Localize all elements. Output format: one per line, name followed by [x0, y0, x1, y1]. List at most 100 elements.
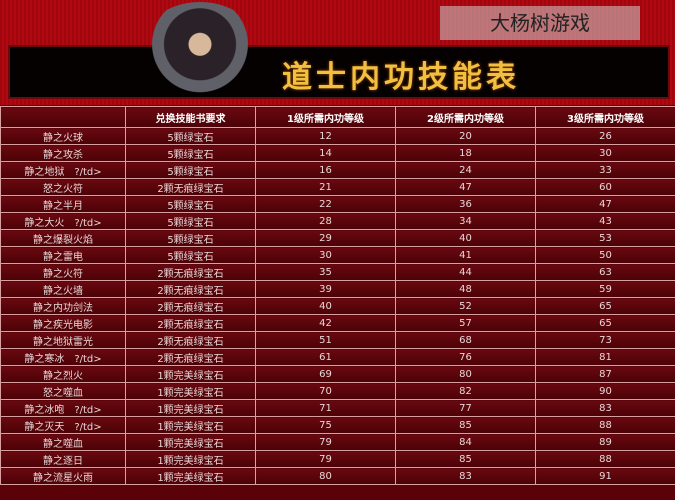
- table-row: 怒之噬血 1颗完美绿宝石 70 82 90: [0, 382, 675, 400]
- skill-name-cell: 静之流星火雨: [0, 467, 126, 485]
- table-cell: 60: [535, 178, 675, 196]
- table-row: 静之火墙 2颗无痕绿宝石 39 48 59: [0, 280, 675, 298]
- table-cell: 80: [395, 365, 536, 383]
- table-cell: 1颗完美绿宝石: [125, 365, 256, 383]
- table-cell: 52: [395, 297, 536, 315]
- column-header: [0, 106, 126, 128]
- table-cell: 51: [255, 331, 396, 349]
- taoist-portrait: [140, 2, 260, 96]
- table-cell: 71: [255, 399, 396, 417]
- table-row: 怒之火符 2颗无痕绿宝石 21 47 60: [0, 178, 675, 196]
- table-cell: 44: [395, 263, 536, 281]
- table-cell: 2颗无痕绿宝石: [125, 348, 256, 366]
- table-cell: 41: [395, 246, 536, 264]
- skill-name-cell: 静之逐日: [0, 450, 126, 468]
- skill-name-cell: 静之雷电: [0, 246, 126, 264]
- table-row: 静之噬血 1颗完美绿宝石 79 84 89: [0, 433, 675, 451]
- table-row: 静之半月 5颗绿宝石 22 36 47: [0, 195, 675, 213]
- table-cell: 34: [395, 212, 536, 230]
- table-cell: 36: [395, 195, 536, 213]
- table-cell: 81: [535, 348, 675, 366]
- table-row: 静之内功剑法 2颗无痕绿宝石 40 52 65: [0, 297, 675, 315]
- skill-name-cell: 静之火符: [0, 263, 126, 281]
- table-cell: 1颗完美绿宝石: [125, 416, 256, 434]
- table-cell: 40: [395, 229, 536, 247]
- table-cell: 1颗完美绿宝石: [125, 467, 256, 485]
- table-cell: 89: [535, 433, 675, 451]
- skill-name-cell: 静之噬血: [0, 433, 126, 451]
- skill-name-cell: 静之疾光电影: [0, 314, 126, 332]
- table-cell: 12: [255, 127, 396, 145]
- table-cell: 84: [395, 433, 536, 451]
- table-cell: 91: [535, 467, 675, 485]
- skill-name-cell: 静之火球: [0, 127, 126, 145]
- table-header: 兑换技能书要求 1级所需内功等级 2级所需内功等级 3级所需内功等级: [0, 106, 675, 128]
- table-row: 静之攻杀 5颗绿宝石 14 18 30: [0, 144, 675, 162]
- table-cell: 2颗无痕绿宝石: [125, 314, 256, 332]
- table-cell: 14: [255, 144, 396, 162]
- table-cell: 2颗无痕绿宝石: [125, 178, 256, 196]
- table-cell: 2颗无痕绿宝石: [125, 280, 256, 298]
- table-cell: 1颗完美绿宝石: [125, 433, 256, 451]
- skill-name-cell: 静之冰咆 ?/td>: [0, 399, 126, 417]
- skill-name-cell: 怒之噬血: [0, 382, 126, 400]
- table-cell: 79: [255, 450, 396, 468]
- table-cell: 88: [535, 450, 675, 468]
- table-cell: 88: [535, 416, 675, 434]
- table-cell: 24: [395, 161, 536, 179]
- table-cell: 28: [255, 212, 396, 230]
- column-header: 1级所需内功等级: [255, 106, 396, 128]
- table-cell: 1颗完美绿宝石: [125, 399, 256, 417]
- table-row: 静之冰咆 ?/td> 1颗完美绿宝石 71 77 83: [0, 399, 675, 417]
- table-cell: 5颗绿宝石: [125, 212, 256, 230]
- table-cell: 30: [255, 246, 396, 264]
- skill-name-cell: 静之寒冰 ?/td>: [0, 348, 126, 366]
- table-cell: 85: [395, 450, 536, 468]
- table-cell: 57: [395, 314, 536, 332]
- table-cell: 21: [255, 178, 396, 196]
- skill-name-cell: 静之地狱 ?/td>: [0, 161, 126, 179]
- table-cell: 16: [255, 161, 396, 179]
- table-cell: 5颗绿宝石: [125, 127, 256, 145]
- table-cell: 2颗无痕绿宝石: [125, 297, 256, 315]
- table-cell: 43: [535, 212, 675, 230]
- table-cell: 22: [255, 195, 396, 213]
- skill-name-cell: 静之灭天 ?/td>: [0, 416, 126, 434]
- table-cell: 26: [535, 127, 675, 145]
- table-cell: 69: [255, 365, 396, 383]
- table-cell: 30: [535, 144, 675, 162]
- skill-name-cell: 怒之火符: [0, 178, 126, 196]
- table-row: 静之爆裂火焰 5颗绿宝石 29 40 53: [0, 229, 675, 247]
- table-cell: 59: [535, 280, 675, 298]
- table-cell: 2颗无痕绿宝石: [125, 263, 256, 281]
- table-cell: 47: [535, 195, 675, 213]
- skill-name-cell: 静之内功剑法: [0, 297, 126, 315]
- table-cell: 50: [535, 246, 675, 264]
- table-cell: 65: [535, 297, 675, 315]
- table-row: 静之流星火雨 1颗完美绿宝石 80 83 91: [0, 467, 675, 485]
- table-row: 静之疾光电影 2颗无痕绿宝石 42 57 65: [0, 314, 675, 332]
- table-row: 静之烈火 1颗完美绿宝石 69 80 87: [0, 365, 675, 383]
- title-bar: [8, 45, 670, 99]
- table-cell: 70: [255, 382, 396, 400]
- table-row: 静之灭天 ?/td> 1颗完美绿宝石 75 85 88: [0, 416, 675, 434]
- table-row: 静之逐日 1颗完美绿宝石 79 85 88: [0, 450, 675, 468]
- table-cell: 5颗绿宝石: [125, 229, 256, 247]
- table-cell: 5颗绿宝石: [125, 161, 256, 179]
- skill-name-cell: 静之大火 ?/td>: [0, 212, 126, 230]
- column-header: 3级所需内功等级: [535, 106, 675, 128]
- table-cell: 35: [255, 263, 396, 281]
- table-cell: 75: [255, 416, 396, 434]
- table-row: 静之火球 5颗绿宝石 12 20 26: [0, 127, 675, 145]
- table-cell: 83: [535, 399, 675, 417]
- table-cell: 79: [255, 433, 396, 451]
- table-cell: 1颗完美绿宝石: [125, 382, 256, 400]
- table-cell: 90: [535, 382, 675, 400]
- column-header: 2级所需内功等级: [395, 106, 536, 128]
- table-row: 静之雷电 5颗绿宝石 30 41 50: [0, 246, 675, 264]
- table-cell: 5颗绿宝石: [125, 195, 256, 213]
- skill-name-cell: 静之烈火: [0, 365, 126, 383]
- table-cell: 5颗绿宝石: [125, 144, 256, 162]
- table-cell: 76: [395, 348, 536, 366]
- table-row: 静之地狱雷光 2颗无痕绿宝石 51 68 73: [0, 331, 675, 349]
